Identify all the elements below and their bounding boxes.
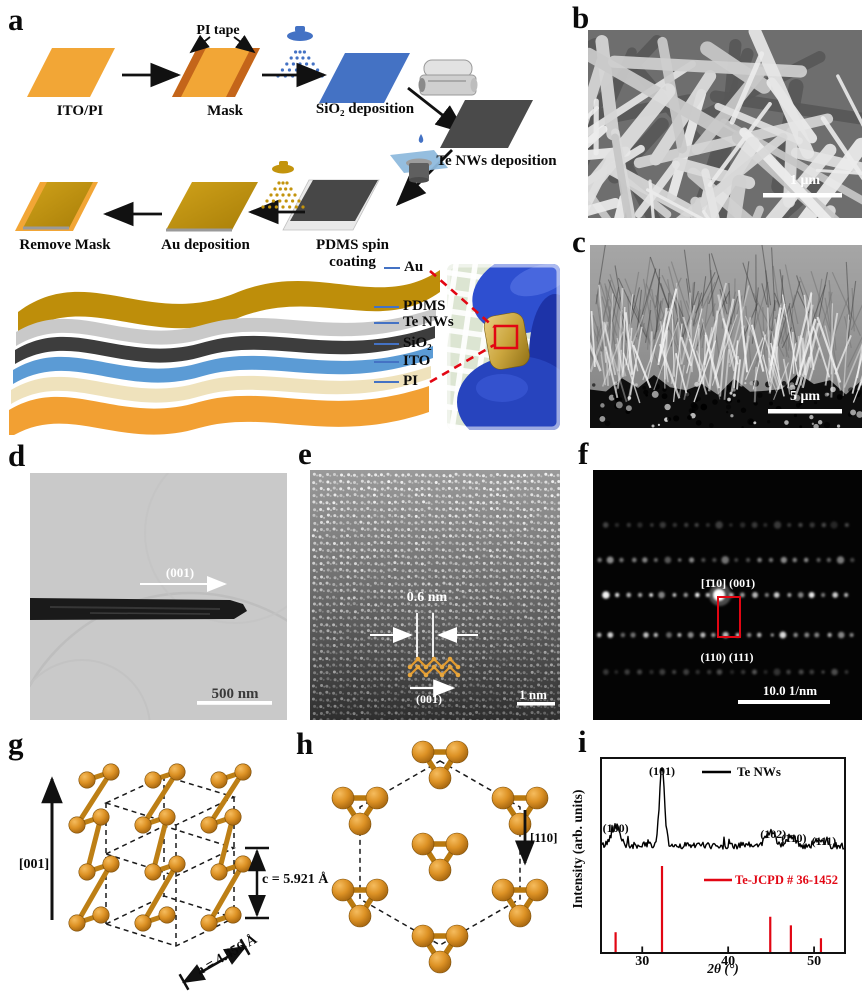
panel-letter-c: c xyxy=(572,224,586,259)
remove-mask-device xyxy=(15,182,98,231)
hexagon-dashes xyxy=(359,760,521,946)
tube-furnace-icon xyxy=(418,59,478,96)
i-x-axis-label: 2θ (°) xyxy=(707,961,739,976)
step-label-te-nws-deposition: Te NWs deposition xyxy=(436,153,557,169)
i-x-tick-40: 40 xyxy=(721,954,736,969)
layer-label-pi: PI xyxy=(403,373,418,389)
panel-c-sem-image xyxy=(590,245,862,428)
spacing-annotation xyxy=(370,613,478,657)
panel-h-crystal-structure xyxy=(331,740,549,974)
mask-tape-right xyxy=(226,48,260,97)
a-dimension-arrow xyxy=(178,938,251,991)
panel-letter-a: a xyxy=(8,2,24,37)
panel-i-xrd-chart xyxy=(600,757,846,954)
layer-label-te-nws: Te NWs xyxy=(403,314,454,330)
device-photo xyxy=(447,264,560,430)
panel-d-tem-image xyxy=(30,473,287,720)
panel-letter-h: h xyxy=(296,726,314,761)
e-spacing-label: 0.6 nm xyxy=(406,590,448,605)
g-c-label: c = 5.921 Å xyxy=(262,872,329,887)
pi-tape-arrow-right xyxy=(233,34,256,54)
h-axis-label: [110] xyxy=(530,830,558,845)
exploded-layer-stack xyxy=(9,270,440,435)
panel-g-crystal-structure xyxy=(41,763,269,991)
step-label-pdms-spin-coating: PDMS spin coating xyxy=(316,237,389,270)
step-label-ito-pi: ITO/PI xyxy=(56,103,104,119)
xrd-peak-label-(111): (111) xyxy=(811,834,837,849)
te-chain-glyph xyxy=(407,656,461,678)
i-y-axis-label: Intensity (arb. units) xyxy=(570,789,585,909)
sio2-sheet xyxy=(319,53,410,103)
xrd-peak-label-(102): (102) xyxy=(760,827,787,842)
step-label-au-deposition: Au deposition xyxy=(161,237,250,253)
pi-tape-label: PI tape xyxy=(196,23,240,38)
au-sprayer-icon xyxy=(261,161,305,209)
xrd-peak-label-(101): (101) xyxy=(649,764,675,778)
panel-letter-e: e xyxy=(298,436,312,471)
pdms-sheet xyxy=(290,180,378,221)
scale-bar-c xyxy=(768,409,842,414)
scale-bar-f xyxy=(738,700,830,704)
panel-letter-g: g xyxy=(8,726,24,761)
layer-label-sio2: SiO₂ xyxy=(403,335,432,351)
te-nws-sheet xyxy=(440,100,533,148)
scale-text-e: 1 nm xyxy=(519,687,547,702)
panel-letter-d: d xyxy=(8,438,26,473)
scale-text-d: 500 nm xyxy=(211,686,259,702)
c-dimension-arrow xyxy=(245,846,269,920)
e-direction-label: (001) xyxy=(416,692,442,706)
au-sheet xyxy=(166,182,258,230)
pi-tape-arrow-left xyxy=(189,34,211,54)
i-legend-te-nws: Te NWs xyxy=(737,764,781,779)
panel-letter-f: f xyxy=(578,436,589,471)
step-label-remove-mask: Remove Mask xyxy=(19,237,111,253)
ito-pi-sheet xyxy=(27,48,115,97)
scale-text-f: 10.0 1/nm xyxy=(762,683,818,698)
f-reflection-label: (110) (111) xyxy=(700,650,754,664)
scale-bar-b xyxy=(763,193,842,198)
xrd-peak-label-(110): (110) xyxy=(781,830,807,845)
panel-letter-b: b xyxy=(572,0,590,35)
i-legend-jcpd: Te-JCPD # 36-1452 xyxy=(735,873,839,887)
scale-text-c: 5 μm xyxy=(789,389,821,404)
layer-label-pdms: PDMS xyxy=(403,298,446,314)
panel-letter-i: i xyxy=(578,724,587,759)
panel-f-saed-image xyxy=(593,470,862,720)
step-label-sio2-deposition: SiO₂ deposition xyxy=(315,101,415,117)
scale-bar-d xyxy=(197,701,272,705)
i-x-tick-30: 30 xyxy=(635,954,650,969)
scale-bar-e xyxy=(517,702,555,706)
xrd-peak-label-(100): (100) xyxy=(602,820,629,835)
panel-b-sem-image xyxy=(588,30,862,218)
scale-text-b: 1 μm xyxy=(789,173,821,188)
panel-e-hrtem-image xyxy=(310,470,560,720)
d-direction-label: (001) xyxy=(165,565,195,580)
zoom-region-square xyxy=(493,324,519,350)
sio2-sprayer-icon xyxy=(276,26,324,78)
g-axis-label: [001] xyxy=(18,857,50,872)
unit-cell-box xyxy=(717,596,741,638)
panel-a-graphics xyxy=(9,26,533,435)
spin-coater-icon xyxy=(390,134,448,183)
layer-label-ito: ITO xyxy=(403,353,431,369)
f-zone-axis-label: [1̄10] (001) xyxy=(700,576,756,590)
layer-label-ticks xyxy=(374,267,400,383)
step-label-mask: Mask xyxy=(207,103,243,119)
layer-label-au: Au xyxy=(404,259,424,275)
i-x-tick-50: 50 xyxy=(807,954,822,969)
